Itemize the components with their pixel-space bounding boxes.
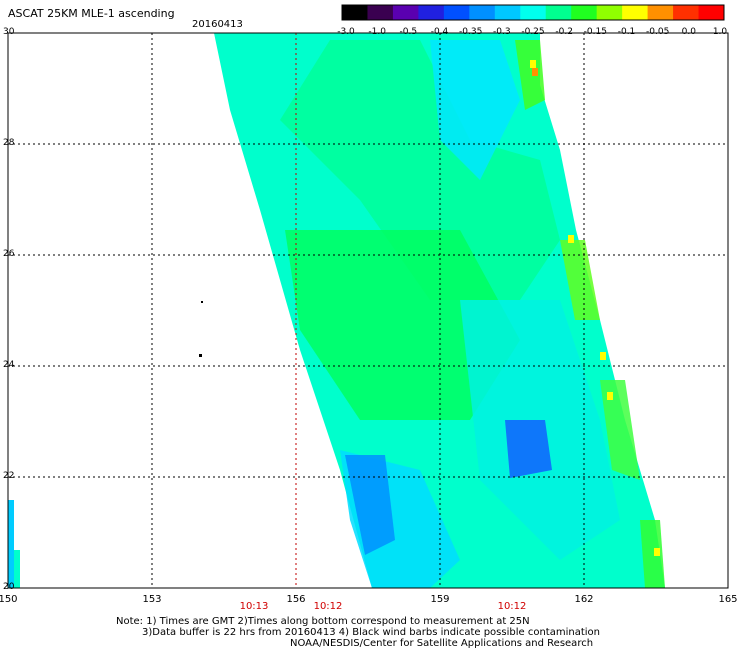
colorbar-segment xyxy=(673,5,700,20)
time-label: 10:12 xyxy=(313,601,343,612)
colorbar-segment xyxy=(342,5,368,20)
y-tick-label: 24 xyxy=(3,360,15,370)
note-line-3: NOAA/NESDIS/Center for Satellite Applica… xyxy=(290,638,594,649)
colorbar-segment xyxy=(443,5,470,20)
field-patch xyxy=(560,240,600,320)
colorbar-tick-label: -0.25 xyxy=(521,27,545,37)
colorbar-segment xyxy=(418,5,445,20)
x-tick-label: 153 xyxy=(142,594,162,605)
colorbar-segment xyxy=(647,5,674,20)
edge-swath xyxy=(8,500,14,588)
colorbar-segment xyxy=(469,5,496,20)
field-patch xyxy=(505,420,552,478)
plot-frame xyxy=(7,32,729,589)
field-pixel xyxy=(568,235,574,243)
colorbar-tick-label: -0.05 xyxy=(646,27,670,37)
colorbar-segment xyxy=(571,5,598,20)
field-patch xyxy=(640,520,665,588)
y-tick-label: 20 xyxy=(3,582,15,592)
y-tick-label: 22 xyxy=(3,471,15,481)
colorbar-tick-label: -0.5 xyxy=(399,27,418,37)
field-patch xyxy=(345,455,395,555)
map-title: ASCAT 25KM MLE-1 ascending xyxy=(8,7,175,20)
colorbar-tick-label: -0.3 xyxy=(493,27,511,37)
x-tick-label: 162 xyxy=(574,594,594,605)
note-line-2: 3)Data buffer is 22 hrs from 20160413 4)… xyxy=(142,627,600,638)
field-pixel xyxy=(607,392,613,400)
x-tick-label: 159 xyxy=(430,594,450,605)
colorbar-segment xyxy=(520,5,547,20)
colorbar-segment xyxy=(367,5,394,20)
wind-barb-mark xyxy=(199,354,202,357)
field-patch xyxy=(515,40,545,110)
colorbar-tick-label: -0.4 xyxy=(430,27,449,37)
colorbar-tick-label: -0.35 xyxy=(459,27,483,37)
colorbar-tick-label: 0.0 xyxy=(681,27,696,37)
colorbar-segment xyxy=(622,5,649,20)
y-tick-label: 30 xyxy=(3,27,15,37)
colorbar-tick-label: 1.0 xyxy=(712,27,728,37)
y-tick-label: 26 xyxy=(3,249,15,259)
field-pixel xyxy=(600,352,606,360)
note-line-1: Note: 1) Times are GMT 2)Times along bot… xyxy=(116,616,530,627)
field-patch xyxy=(600,380,640,480)
colorbar-tick-label: -0.2 xyxy=(555,27,573,37)
colorbar-segment xyxy=(545,5,572,20)
map-date: 20160413 xyxy=(192,19,243,30)
field-patch xyxy=(280,40,560,300)
wind-barb-mark xyxy=(201,301,203,303)
y-tick-label: 28 xyxy=(3,138,15,148)
field-pixel xyxy=(532,68,538,76)
colorbar-frame xyxy=(341,4,725,21)
x-tick-label: 150 xyxy=(0,594,18,605)
time-label: 10:12 xyxy=(497,601,527,612)
colorbar-segment xyxy=(698,5,725,20)
x-tick-label: 165 xyxy=(718,594,738,605)
colorbar-tick-label: -1.0 xyxy=(368,27,386,37)
colorbar-segment xyxy=(494,5,521,20)
colorbar-segment xyxy=(596,5,623,20)
colorbar-tick-label: -0.1 xyxy=(617,27,636,37)
colorbar-tick-label: -0.15 xyxy=(583,27,607,37)
colorbar-segment xyxy=(392,5,419,20)
field-pixel xyxy=(530,60,536,68)
time-label: 10:13 xyxy=(239,601,269,612)
field-pixel xyxy=(654,548,660,556)
x-tick-label: 156 xyxy=(286,594,306,605)
field-patch xyxy=(285,230,520,420)
field-patch xyxy=(430,40,520,180)
edge-swath xyxy=(14,550,20,588)
colorbar-tick-label: -3.0 xyxy=(337,27,355,37)
